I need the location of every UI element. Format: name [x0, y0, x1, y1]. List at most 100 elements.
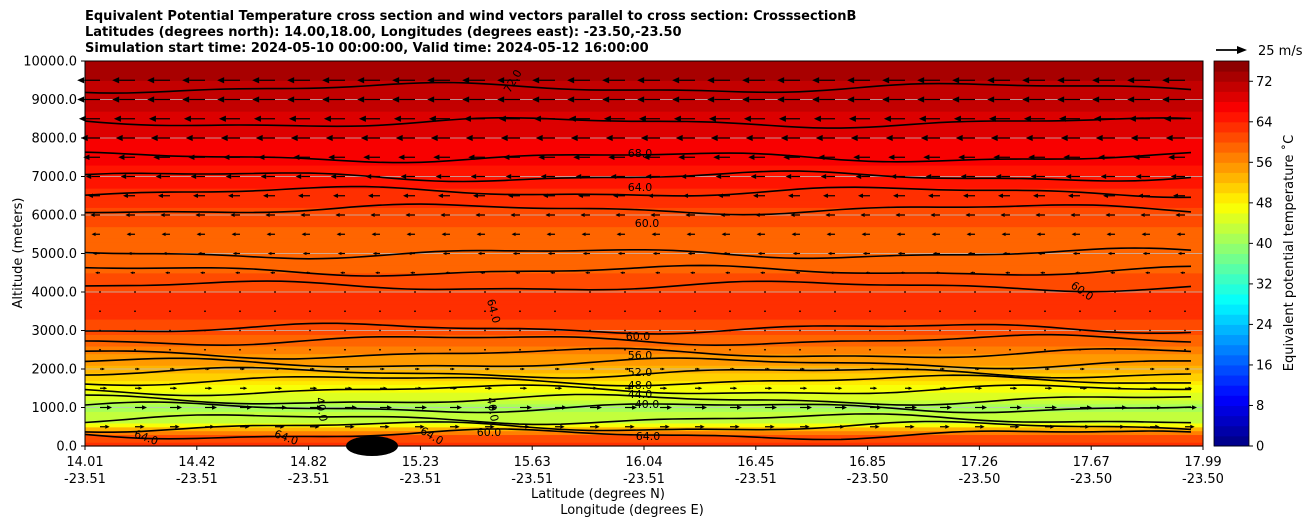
wind-vector [1168, 154, 1185, 161]
wind-vector [405, 213, 415, 217]
wind-vector [379, 310, 381, 313]
contour-line [84, 185, 1192, 199]
wind-vector [952, 96, 975, 103]
wind-vector [380, 405, 393, 410]
wind-vector [1010, 424, 1020, 429]
wind-vector [450, 424, 460, 429]
x-axis-label-lat: Latitude (degrees N) [531, 487, 665, 502]
colorbar-swatch [1214, 405, 1249, 417]
wind-vector [748, 154, 765, 161]
wind-vector [659, 329, 661, 332]
wind-vector [870, 405, 883, 410]
wind-vector-head [917, 77, 925, 84]
wind-vector [1184, 291, 1186, 293]
wind-vector-head [393, 115, 401, 122]
wind-vector [673, 115, 695, 122]
wind-vector [800, 424, 810, 429]
wind-vector-head [896, 232, 901, 237]
wind-vector [113, 115, 135, 122]
wind-vector-head [827, 251, 832, 256]
wind-vector [1005, 271, 1010, 275]
wind-vector-head [288, 115, 296, 122]
wind-vector [462, 96, 485, 103]
colorbar-tick-label: 16 [1256, 358, 1273, 373]
field-band [85, 415, 1203, 420]
wind-vector [323, 115, 345, 122]
wind-vector [337, 251, 345, 256]
wind-vector [406, 232, 415, 237]
wind-vector-head [1017, 405, 1023, 410]
wind-vector-head [847, 96, 855, 103]
colorbar-swatch [1214, 334, 1249, 346]
wind-vector-head [1057, 77, 1065, 84]
wind-vector-head [593, 386, 598, 390]
wind-vector [974, 348, 976, 351]
wind-vector [1142, 251, 1150, 256]
y-tick-label: 8000.0 [32, 132, 78, 147]
wind-vector [153, 154, 170, 161]
wind-vector [358, 115, 380, 122]
wind-vector [507, 193, 520, 198]
wind-vector [437, 193, 450, 198]
wind-vector [1010, 405, 1023, 410]
wind-vector-head [1040, 271, 1044, 275]
wind-vector-head [1120, 424, 1125, 429]
x-tick-label-lon: -23.51 [64, 472, 106, 487]
wind-vector [344, 348, 346, 351]
wind-vector [125, 213, 135, 217]
wind-vector [975, 424, 985, 429]
colorbar-swatch [1214, 91, 1249, 103]
wind-vector-head [282, 405, 288, 410]
wind-vector-head [822, 193, 828, 198]
wind-vector [550, 271, 555, 275]
wind-vector [170, 367, 175, 371]
wind-vector-head [1075, 271, 1079, 275]
wind-vector-head [752, 193, 758, 198]
wind-vector-head [760, 271, 764, 275]
wind-vector-head [1057, 96, 1065, 103]
wind-vector [1057, 96, 1080, 103]
wind-vector [1071, 232, 1080, 237]
wind-vector-head [1102, 193, 1108, 198]
wind-vector-head [1032, 193, 1038, 198]
wind-vector-head [865, 271, 869, 275]
wind-vector-head [348, 386, 353, 390]
wind-vector-head [735, 424, 740, 429]
wind-vector [252, 77, 275, 84]
wind-vector [310, 405, 323, 410]
x-tick-label-lat: 14.42 [178, 455, 215, 470]
wind-vector [135, 367, 140, 371]
wind-vector [375, 271, 380, 275]
wind-vector [777, 96, 800, 103]
wind-vector-head [748, 154, 755, 161]
wind-vector [659, 291, 661, 293]
wind-vector-head [787, 193, 793, 198]
wind-vector [918, 115, 940, 122]
wind-vector [1135, 173, 1150, 180]
field-band [85, 245, 1203, 251]
wind-vector [165, 271, 170, 275]
wind-vector [1150, 367, 1155, 371]
wind-vector [660, 386, 668, 390]
wind-vector [497, 77, 520, 84]
field-band [85, 238, 1203, 243]
wind-vector-head [1063, 154, 1070, 161]
wind-vector-head [1107, 251, 1112, 256]
wind-vector [532, 96, 555, 103]
field-band [85, 318, 1203, 324]
colorbar-swatch [1214, 152, 1249, 163]
wind-vector [603, 115, 625, 122]
wind-vector [660, 405, 673, 410]
field-band [85, 211, 1203, 216]
wind-vector [287, 77, 310, 84]
x-tick-label-lat: 17.67 [1073, 455, 1110, 470]
field-band [85, 184, 1203, 189]
wind-vector-head [153, 154, 160, 161]
wind-vector [197, 251, 205, 256]
wind-vector-head [766, 367, 770, 371]
wind-vector-head [400, 173, 407, 180]
wind-vector-head [906, 367, 910, 371]
wind-vector [720, 213, 730, 217]
wind-vector [252, 96, 275, 103]
wind-vector [1172, 193, 1185, 198]
